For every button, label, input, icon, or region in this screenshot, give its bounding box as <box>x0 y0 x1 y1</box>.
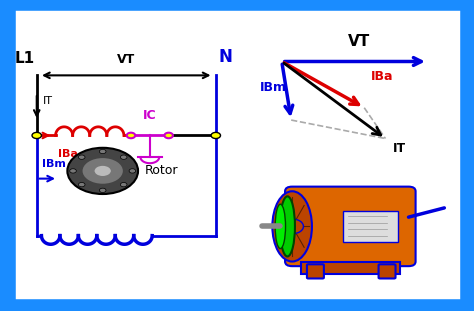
Circle shape <box>211 132 220 138</box>
Text: IBm: IBm <box>42 159 66 169</box>
Circle shape <box>281 219 303 234</box>
Text: VT: VT <box>117 53 136 66</box>
Circle shape <box>127 133 135 138</box>
Text: VT: VT <box>348 34 371 49</box>
Circle shape <box>129 169 136 173</box>
Text: IC: IC <box>143 109 156 122</box>
Circle shape <box>32 132 41 138</box>
Circle shape <box>120 155 127 159</box>
FancyBboxPatch shape <box>379 264 395 278</box>
Circle shape <box>94 165 111 177</box>
Ellipse shape <box>280 196 295 257</box>
Text: IT: IT <box>42 96 53 106</box>
Text: L1: L1 <box>14 51 35 66</box>
Text: IBm: IBm <box>259 81 286 94</box>
Ellipse shape <box>275 204 285 248</box>
Circle shape <box>82 157 124 185</box>
Circle shape <box>67 148 138 194</box>
Circle shape <box>164 133 173 138</box>
FancyBboxPatch shape <box>301 262 400 274</box>
Circle shape <box>100 188 106 193</box>
FancyBboxPatch shape <box>307 264 324 278</box>
Text: IBa: IBa <box>371 70 394 83</box>
Text: N: N <box>218 48 232 66</box>
Circle shape <box>78 155 85 159</box>
Circle shape <box>70 169 76 173</box>
FancyBboxPatch shape <box>285 187 416 266</box>
Circle shape <box>78 183 85 187</box>
Circle shape <box>120 183 127 187</box>
Circle shape <box>100 149 106 154</box>
FancyBboxPatch shape <box>344 211 398 242</box>
Ellipse shape <box>273 191 312 262</box>
FancyBboxPatch shape <box>13 7 463 302</box>
Text: Rotor: Rotor <box>145 165 179 177</box>
Text: IBa: IBa <box>58 149 78 159</box>
Text: IT: IT <box>392 142 406 155</box>
